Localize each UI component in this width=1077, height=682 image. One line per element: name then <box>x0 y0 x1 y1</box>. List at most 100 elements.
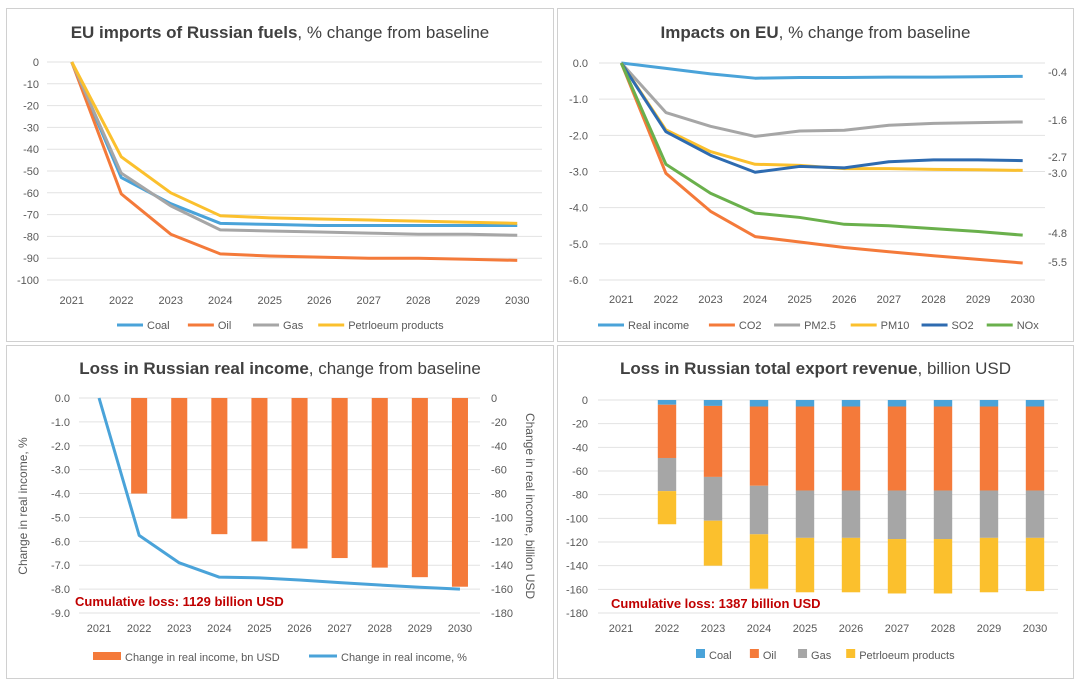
legend-label: CO2 <box>739 320 762 332</box>
y-tick-label: -4.0 <box>51 489 70 501</box>
stacked-bar-segment <box>841 537 861 593</box>
chart-plot: 0.0 -1.0 -2.0 -3.0 -4.0 -5.0 -6.0 2021 2022 2023 2… <box>569 58 1067 332</box>
y-tick-label: -2.0 <box>51 441 70 453</box>
stacked-bar-segment <box>1025 406 1045 491</box>
legend-label: Change in real income, % <box>341 652 467 664</box>
chart-plot: 0 -10 -20 -30 -40 -50 -60 -70 -80 -90 -100 2021 2022… <box>17 57 542 332</box>
series-line <box>620 62 1023 174</box>
legend-swatch <box>846 649 856 658</box>
cumulative-loss-annotation: Cumulative loss: 1129 billion USD <box>75 594 284 609</box>
income-bar <box>131 398 148 494</box>
x-tick-label: 2023 <box>159 295 183 307</box>
x-tick-label: 2030 <box>505 295 529 307</box>
series-line <box>619 62 1023 265</box>
stacked-bar-segment <box>749 400 769 407</box>
income-bar <box>451 398 468 587</box>
y-tick-label: -90 <box>23 253 39 265</box>
x-tick-label: 2025 <box>247 623 271 635</box>
chart-eu-impacts: Impacts on EU, % change from baseline 0.… <box>557 8 1074 342</box>
x-tick-label: 2029 <box>966 294 990 306</box>
y-tick-label: -40 <box>572 442 588 454</box>
y-tick-label: 0 <box>33 57 39 69</box>
y-tick-label: 0 <box>582 395 588 407</box>
series-line <box>70 61 518 237</box>
y-tick-label: -100 <box>17 275 39 287</box>
y-tick-label: -9.0 <box>51 608 70 620</box>
x-tick-label: 2021 <box>87 623 111 635</box>
y-tick-label: -180 <box>491 608 513 620</box>
chart-russian-export-revenue: Loss in Russian total export revenue, bi… <box>557 345 1074 679</box>
end-label: -4.8 <box>1048 228 1067 240</box>
y-tick-label: -120 <box>566 537 588 549</box>
y-tick-label: -60 <box>572 466 588 478</box>
x-tick-label: 2022 <box>109 295 133 307</box>
y-tick-label: -160 <box>491 584 513 596</box>
y-tick-label: -140 <box>491 560 513 572</box>
y-tick-label: -140 <box>566 561 588 573</box>
x-tick-label: 2028 <box>406 295 430 307</box>
y-tick-label: -100 <box>491 512 513 524</box>
chart-title: Loss in Russian real income, change from… <box>79 359 481 378</box>
y-tick-label: -5.0 <box>569 239 588 251</box>
stacked-bar-segment <box>749 485 769 535</box>
stacked-bar-segment <box>887 539 907 594</box>
stacked-bar-segment <box>979 490 999 538</box>
stacked-bar-segment <box>841 406 861 491</box>
legend-label: PM2.5 <box>804 320 836 332</box>
end-label: -3.0 <box>1048 168 1067 180</box>
x-tick-label: 2028 <box>368 623 392 635</box>
legend-label: Oil <box>763 650 776 662</box>
x-tick-label: 2025 <box>787 294 811 306</box>
y-tick-label: -5.0 <box>51 512 70 524</box>
income-bar <box>371 398 388 568</box>
y-tick-label: -40 <box>491 441 507 453</box>
chart-title: Impacts on EU, % change from baseline <box>660 23 971 42</box>
stacked-bar-segment <box>795 400 815 407</box>
stacked-bar-segment <box>657 404 677 458</box>
x-tick-label: 2026 <box>832 294 856 306</box>
income-bar <box>211 398 228 535</box>
y-tick-label: -80 <box>491 489 507 501</box>
x-tick-label: 2023 <box>701 623 725 635</box>
stacked-bar-segment <box>703 400 723 406</box>
y-tick-label: -30 <box>23 122 39 134</box>
stacked-bar-segment <box>703 476 723 521</box>
y-tick-label: -20 <box>491 417 507 429</box>
stacked-bar-segment <box>887 490 907 540</box>
y-tick-label: -60 <box>23 188 39 200</box>
y-tick-label: -3.0 <box>569 167 588 179</box>
y-tick-label: 0.0 <box>55 393 70 405</box>
y-tick-label: -10 <box>23 79 39 91</box>
stacked-bar-segment <box>841 490 861 538</box>
end-label: -1.6 <box>1048 115 1067 127</box>
x-tick-label: 2028 <box>921 294 945 306</box>
legend-label: NOx <box>1017 320 1040 332</box>
chart-russian-real-income: Loss in Russian real income, change from… <box>6 345 554 679</box>
end-label: -0.4 <box>1048 67 1067 79</box>
x-tick-label: 2029 <box>456 295 480 307</box>
stacked-bar-segment <box>657 400 677 405</box>
chart-plot: 0 -20 -40 -60 -80 -100 -120 -140 -160 -180 2021 202… <box>566 395 1058 662</box>
legend-label: Coal <box>709 650 732 662</box>
cumulative-loss-annotation: Cumulative loss: 1387 billion USD <box>611 596 821 611</box>
stacked-bar-segment <box>841 400 861 407</box>
y-tick-label: -50 <box>23 166 39 178</box>
stacked-bar-segment <box>703 405 723 477</box>
x-tick-label: 2022 <box>655 623 679 635</box>
y-tick-label: -6.0 <box>51 536 70 548</box>
y-tick-label: -80 <box>572 490 588 502</box>
x-tick-label: 2025 <box>793 623 817 635</box>
legend-swatch <box>696 649 705 658</box>
stacked-bar-segment <box>979 406 999 491</box>
legend-label: Change in real income, bn USD <box>125 652 280 664</box>
income-bar <box>291 398 308 549</box>
x-tick-label: 2029 <box>408 623 432 635</box>
legend-label: Gas <box>811 650 832 662</box>
x-tick-label: 2024 <box>208 295 232 307</box>
end-label: -2.7 <box>1048 152 1067 164</box>
y-tick-label: -7.0 <box>51 560 70 572</box>
x-tick-label: 2022 <box>654 294 678 306</box>
x-tick-label: 2024 <box>747 623 771 635</box>
y-tick-label: -80 <box>23 231 39 243</box>
x-tick-label: 2030 <box>1010 294 1034 306</box>
